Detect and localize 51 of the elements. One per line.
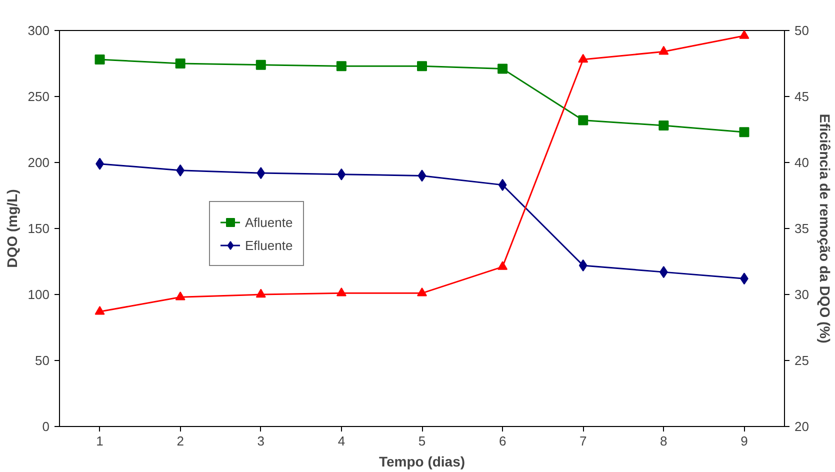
y2-tick-label: 45 bbox=[794, 89, 809, 104]
y-tick-label: 100 bbox=[28, 287, 50, 302]
point bbox=[94, 54, 105, 65]
x-tick-label: 4 bbox=[338, 434, 346, 448]
point bbox=[578, 54, 588, 63]
y-tick-label: 250 bbox=[28, 89, 50, 104]
point bbox=[175, 291, 186, 300]
x-tick-label: 8 bbox=[660, 434, 668, 448]
x-tick-label: 7 bbox=[579, 434, 587, 448]
x-tick-label: 1 bbox=[96, 434, 104, 448]
point bbox=[175, 58, 186, 68]
y-tick-label: 300 bbox=[28, 23, 50, 38]
x-tick-label: 6 bbox=[498, 434, 506, 448]
point bbox=[256, 167, 266, 180]
y-tick-label: 200 bbox=[28, 155, 50, 170]
point bbox=[498, 64, 508, 74]
point bbox=[658, 46, 669, 55]
point bbox=[739, 127, 750, 138]
point bbox=[417, 61, 427, 72]
point bbox=[417, 287, 427, 296]
point bbox=[336, 287, 346, 296]
y2-axis-title: Eficiência de remoção da DQO (%) bbox=[816, 114, 833, 344]
point bbox=[498, 261, 508, 270]
point bbox=[658, 120, 669, 131]
y2-tick-label: 40 bbox=[794, 155, 809, 170]
point bbox=[739, 30, 750, 39]
x-tick-label: 9 bbox=[740, 434, 748, 448]
y2-tick-label: 35 bbox=[794, 221, 809, 236]
y-tick-label: 0 bbox=[42, 419, 50, 434]
y-axis-title: DQO (mg/L) bbox=[4, 189, 20, 268]
point bbox=[336, 61, 346, 72]
point bbox=[578, 259, 588, 272]
y2-tick-label: 20 bbox=[794, 419, 809, 434]
point bbox=[418, 170, 426, 182]
y-tick-label: 50 bbox=[35, 353, 50, 368]
x-tick-label: 3 bbox=[257, 434, 265, 448]
y2-tick-label: 30 bbox=[794, 287, 809, 302]
x-tick-label: 5 bbox=[418, 434, 426, 448]
point bbox=[256, 60, 266, 70]
x-axis-title: Tempo (dias) bbox=[378, 454, 466, 470]
point bbox=[256, 288, 266, 298]
y2-tick-label: 25 bbox=[794, 353, 809, 368]
legend-label: Afluente bbox=[245, 214, 293, 230]
legend-label: Efluente bbox=[245, 238, 293, 252]
y2-tick-label: 50 bbox=[794, 23, 809, 38]
point bbox=[337, 168, 346, 180]
x-tick-label: 2 bbox=[176, 434, 184, 448]
point bbox=[94, 306, 105, 315]
point bbox=[578, 115, 588, 126]
y-tick-label: 150 bbox=[28, 221, 50, 236]
point bbox=[498, 178, 507, 191]
